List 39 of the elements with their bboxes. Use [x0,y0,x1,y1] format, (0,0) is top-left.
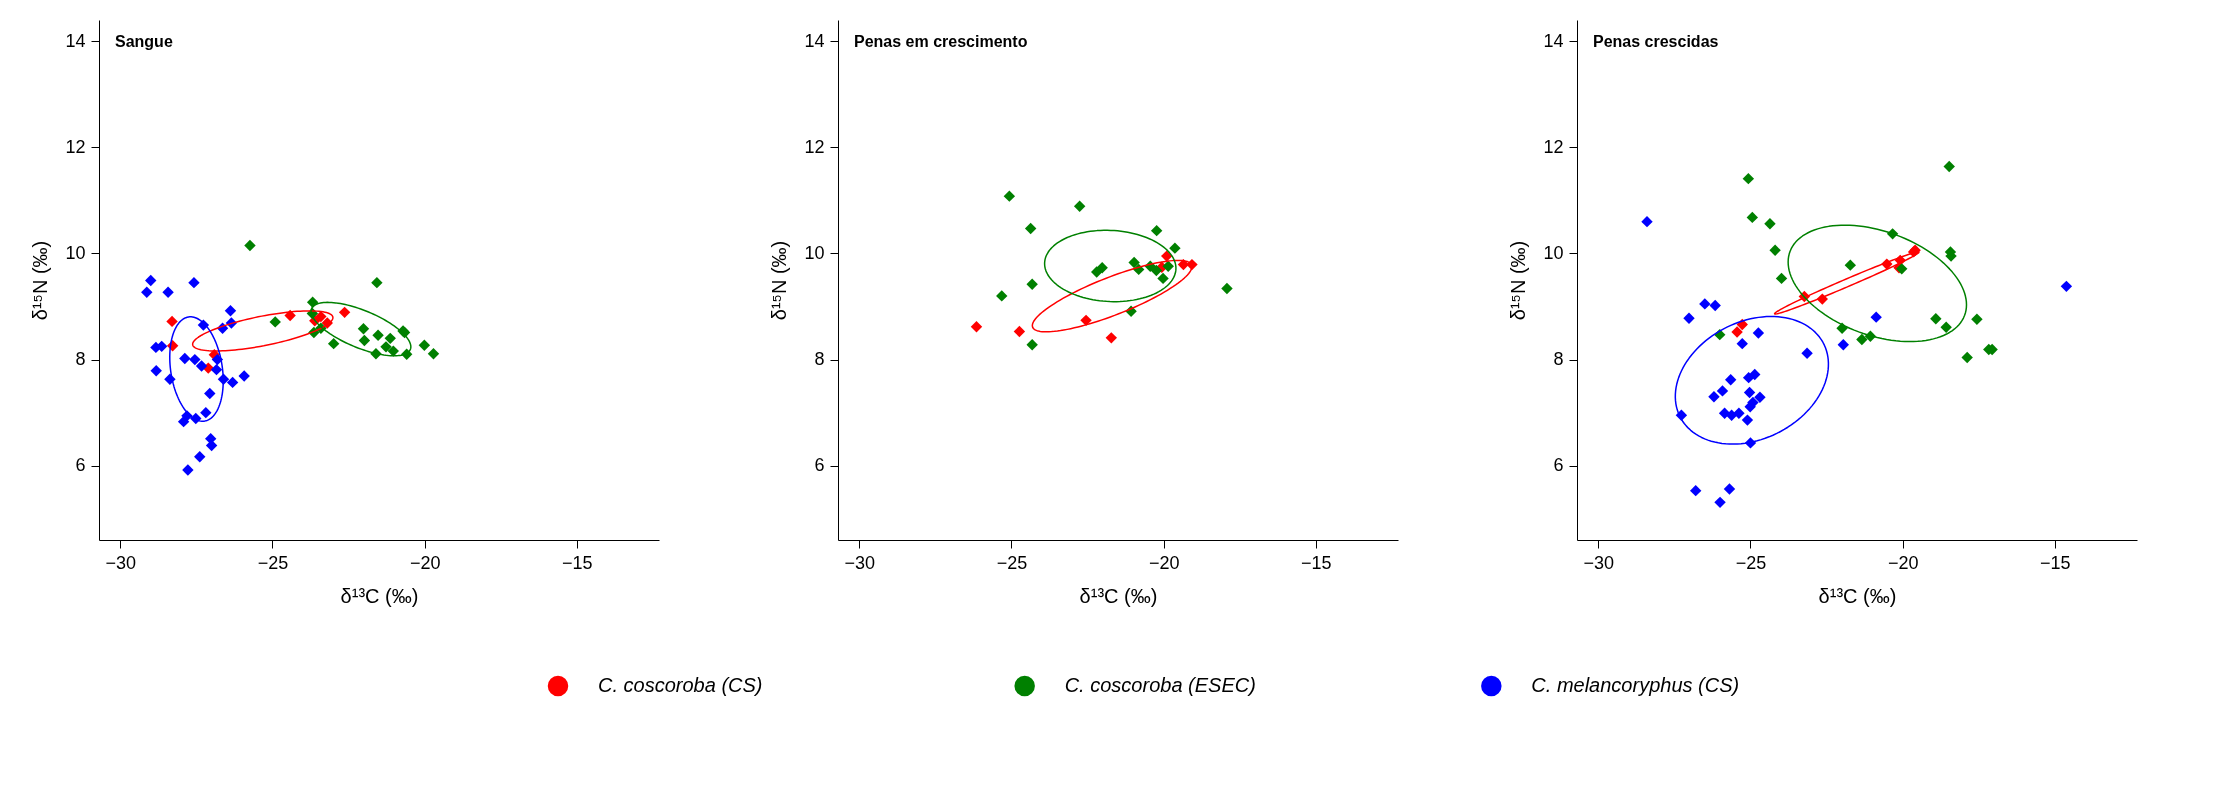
y-tick-label: 10 [65,242,86,263]
y-tick-label: 12 [1543,136,1564,157]
y-tick-label: 14 [1543,30,1564,51]
x-tick-label: −30 [105,552,137,573]
x-tick-label: −25 [257,552,289,573]
y-tick-label: 14 [65,30,86,51]
y-tick-label: 14 [804,30,825,51]
x-axis-title: δ¹³C (‰) [340,584,419,607]
x-tick-label: −30 [844,552,876,573]
x-tick-label: −20 [1148,552,1180,573]
x-tick-label: −20 [1887,552,1919,573]
legend-label: C. coscoroba (ESEC) [1064,674,1256,696]
y-axis-title: δ¹⁵N (‰) [1507,240,1530,321]
y-tick-label: 10 [1543,242,1564,263]
x-axis-title: δ¹³C (‰) [1818,584,1897,607]
x-tick-label: −15 [562,552,593,573]
x-tick-label: −20 [409,552,441,573]
text: Sangue [115,33,173,50]
text: Penas crescidas [1593,33,1719,50]
x-tick-label: −25 [1735,552,1767,573]
y-tick-label: 10 [804,242,825,263]
text: Penas em crescimento [854,33,1028,50]
x-axis-title: δ¹³C (‰) [1079,584,1158,607]
y-axis-title: δ¹⁵N (‰) [29,240,52,321]
x-tick-label: −25 [996,552,1028,573]
y-tick-label: 6 [1553,455,1564,476]
y-axis-title: δ¹⁵N (‰) [768,240,791,321]
x-tick-label: −15 [1301,552,1332,573]
y-tick-label: 12 [804,136,825,157]
y-tick-label: 8 [814,349,825,370]
x-tick-label: −15 [2040,552,2071,573]
legend-label: C. coscoroba (CS) [598,674,763,696]
x-tick-label: −30 [1583,552,1615,573]
y-tick-label: 8 [1553,349,1564,370]
y-tick-label: 8 [75,349,86,370]
legend-label: C. melancoryphus (CS) [1531,674,1740,696]
y-tick-label: 6 [814,455,825,476]
y-tick-label: 12 [65,136,86,157]
y-tick-label: 6 [75,455,86,476]
